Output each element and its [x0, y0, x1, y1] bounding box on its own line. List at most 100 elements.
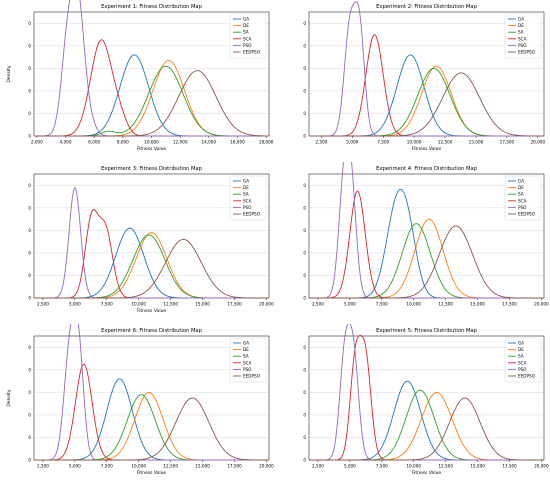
x-tick-label: 20,000: [534, 302, 549, 307]
legend-label: PSO: [243, 205, 252, 210]
x-tick-label: 20,000: [259, 302, 274, 307]
x-tick-label: 2,000: [31, 140, 43, 145]
x-tick-label: 5,000: [346, 140, 358, 145]
chart-panel-6: Experiment 5: Fitness Distribution Map 0 0…: [303, 324, 549, 476]
series-line-de: [34, 232, 269, 299]
legend-label: SA: [518, 30, 524, 35]
x-tick-label: 20,000: [530, 140, 545, 145]
legend-label: SA: [518, 192, 524, 197]
x-axis-label: Fitness Value: [412, 470, 442, 476]
x-tick-label: 20,000: [534, 464, 549, 469]
legend-label: EEDPSO: [243, 212, 261, 217]
legend-box: [504, 175, 542, 221]
x-tick-label: 15,000: [195, 464, 210, 469]
chart-panel-5: Experiment 6: Fitness Distribution Map 0 0…: [6, 324, 274, 476]
legend-label: EEDPSO: [518, 374, 536, 379]
x-tick-label: 2,500: [315, 140, 327, 145]
legend-label: EEDPSO: [243, 50, 261, 55]
legend-label: SA: [243, 192, 249, 197]
legend-label: SCA: [243, 198, 252, 203]
y-tick-label: 0: [303, 345, 306, 350]
y-tick-label: 0: [28, 66, 31, 71]
chart-title: Experiment 3: Fitness Distribution Map: [101, 166, 203, 172]
legend-label: SA: [518, 354, 524, 359]
x-tick-label: 5,000: [344, 302, 356, 307]
y-tick-label: 0: [28, 390, 31, 395]
y-tick-label: 0: [303, 205, 306, 210]
legend-label: SCA: [518, 198, 527, 203]
x-tick-label: 16,000: [230, 140, 245, 145]
legend-label: DE: [518, 23, 524, 28]
x-tick-label: 12,500: [438, 302, 453, 307]
y-tick-label: 0: [28, 367, 31, 372]
series-line-sa: [309, 67, 544, 137]
legend-label: GA: [243, 17, 249, 22]
y-tick-label: 0: [303, 66, 306, 71]
chart-title: Experiment 2: Fitness Distribution Map: [376, 4, 478, 10]
y-tick-label: 0: [28, 134, 31, 139]
legend-box: [504, 337, 542, 383]
y-tick-label: 0: [303, 183, 306, 188]
y-tick-label: 0: [303, 111, 306, 116]
x-tick-label: 10,000: [131, 302, 146, 307]
y-tick-label: 0: [303, 413, 306, 418]
series-line-sa: [34, 394, 269, 461]
x-tick-label: 2,500: [312, 464, 324, 469]
x-tick-label: 15,000: [469, 140, 484, 145]
series-line-ga: [34, 227, 269, 299]
series-line-pso: [34, 324, 269, 461]
x-tick-label: 10,000: [407, 140, 422, 145]
x-tick-label: 5,000: [69, 302, 81, 307]
legend-box: [504, 13, 542, 59]
x-tick-label: 14,000: [201, 140, 216, 145]
series-line-sca: [34, 208, 269, 299]
x-tick-label: 5,000: [69, 464, 81, 469]
x-tick-label: 7,500: [101, 464, 113, 469]
y-tick-label: 0: [28, 413, 31, 418]
series-line-pso: [309, 162, 544, 299]
legend-label: SCA: [243, 360, 252, 365]
x-axis-label: Fitness Value: [137, 146, 167, 152]
legend-label: GA: [518, 179, 524, 184]
y-tick-label: 0: [28, 89, 31, 94]
legend-label: PSO: [518, 367, 527, 372]
legend-label: PSO: [518, 205, 527, 210]
legend-box: [229, 175, 267, 221]
series-line-de: [34, 391, 269, 461]
chart-panel-1: Experiment 1: Fitness Distribution Map 0 0…: [6, 0, 274, 152]
legend-label: GA: [243, 179, 249, 184]
series-line-ga: [34, 378, 269, 461]
series-line-de: [309, 218, 544, 299]
legend-label: EEDPSO: [518, 212, 536, 217]
series-line-eedpso: [34, 238, 269, 299]
y-tick-label: 0: [28, 183, 31, 188]
x-tick-label: 17,500: [502, 302, 517, 307]
legend-label: DE: [243, 23, 249, 28]
y-tick-label: 0: [303, 296, 306, 301]
series-line-sa: [34, 65, 269, 137]
legend-label: DE: [243, 185, 249, 190]
x-tick-label: 15,000: [195, 302, 210, 307]
x-tick-label: 10,000: [144, 140, 159, 145]
x-tick-label: 10,000: [406, 302, 421, 307]
x-tick-label: 17,500: [227, 302, 242, 307]
y-axis-label: Density: [6, 65, 12, 82]
x-tick-label: 7,500: [376, 302, 388, 307]
legend-label: DE: [518, 185, 524, 190]
x-tick-label: 10,000: [406, 464, 421, 469]
series-line-pso: [309, 1, 544, 137]
y-tick-label: 0: [28, 21, 31, 26]
y-tick-label: 0: [303, 21, 306, 26]
chart-title: Experiment 4: Fitness Distribution Map: [376, 166, 478, 172]
x-tick-label: 6,000: [88, 140, 100, 145]
legend-label: SCA: [243, 36, 252, 41]
y-tick-label: 0: [303, 458, 306, 463]
y-tick-label: 0: [303, 43, 306, 48]
y-tick-label: 0: [28, 435, 31, 440]
legend-box: [229, 337, 267, 383]
legend-label: GA: [518, 341, 524, 346]
series-line-eedpso: [309, 225, 544, 299]
chart-panel-3: Experiment 3: Fitness Distribution Map 0 0…: [28, 166, 274, 314]
y-tick-label: 0: [28, 228, 31, 233]
